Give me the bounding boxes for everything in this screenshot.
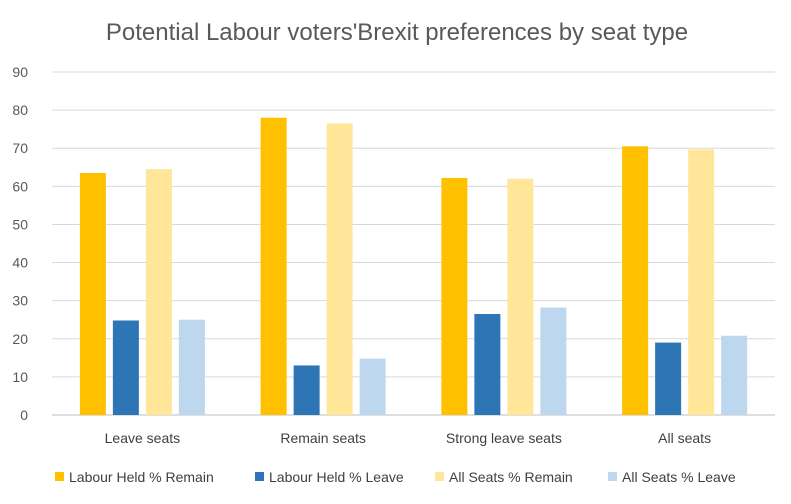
bar xyxy=(655,342,682,415)
bars xyxy=(79,117,748,416)
legend: Labour Held % Remain Labour Held % Leave A… xyxy=(55,469,736,485)
bar xyxy=(293,365,320,415)
y-tick-label: 20 xyxy=(12,331,28,347)
bar xyxy=(112,320,139,415)
legend-swatch xyxy=(435,472,444,481)
y-tick-label: 90 xyxy=(12,64,28,80)
bar xyxy=(474,314,501,415)
category-label: Leave seats xyxy=(105,430,181,446)
legend-label: All Seats % Leave xyxy=(622,469,736,485)
bar xyxy=(326,123,353,415)
bar xyxy=(359,358,386,415)
y-axis-ticks: 0 10 20 30 40 50 60 70 80 90 xyxy=(12,64,28,423)
bar xyxy=(721,335,748,415)
category-label: Strong leave seats xyxy=(446,430,562,446)
chart-title: Potential Labour voters'Brexit preferenc… xyxy=(106,19,688,46)
legend-label: All Seats % Remain xyxy=(449,469,573,485)
legend-label: Labour Held % Remain xyxy=(69,469,214,485)
bar xyxy=(178,319,205,415)
y-tick-label: 60 xyxy=(12,178,28,194)
legend-swatch xyxy=(255,472,264,481)
category-label: Remain seats xyxy=(280,430,366,446)
bar xyxy=(688,149,715,416)
category-label: All seats xyxy=(658,430,711,446)
legend-label: Labour Held % Leave xyxy=(269,469,404,485)
bar xyxy=(441,177,468,415)
y-tick-label: 40 xyxy=(12,255,28,271)
bar xyxy=(260,117,287,415)
legend-swatch xyxy=(55,472,64,481)
y-tick-label: 0 xyxy=(20,407,28,423)
y-tick-label: 10 xyxy=(12,369,28,385)
y-tick-label: 80 xyxy=(12,102,28,118)
x-axis-categories: Leave seats Remain seats Strong leave seat… xyxy=(105,430,711,446)
y-tick-label: 70 xyxy=(12,140,28,156)
bar xyxy=(622,146,649,416)
bar xyxy=(145,169,172,415)
y-tick-label: 50 xyxy=(12,216,28,232)
bar xyxy=(79,172,106,415)
bar xyxy=(540,307,567,415)
gridlines xyxy=(52,71,775,416)
legend-swatch xyxy=(608,472,617,481)
bar xyxy=(507,178,534,415)
y-tick-label: 30 xyxy=(12,293,28,309)
